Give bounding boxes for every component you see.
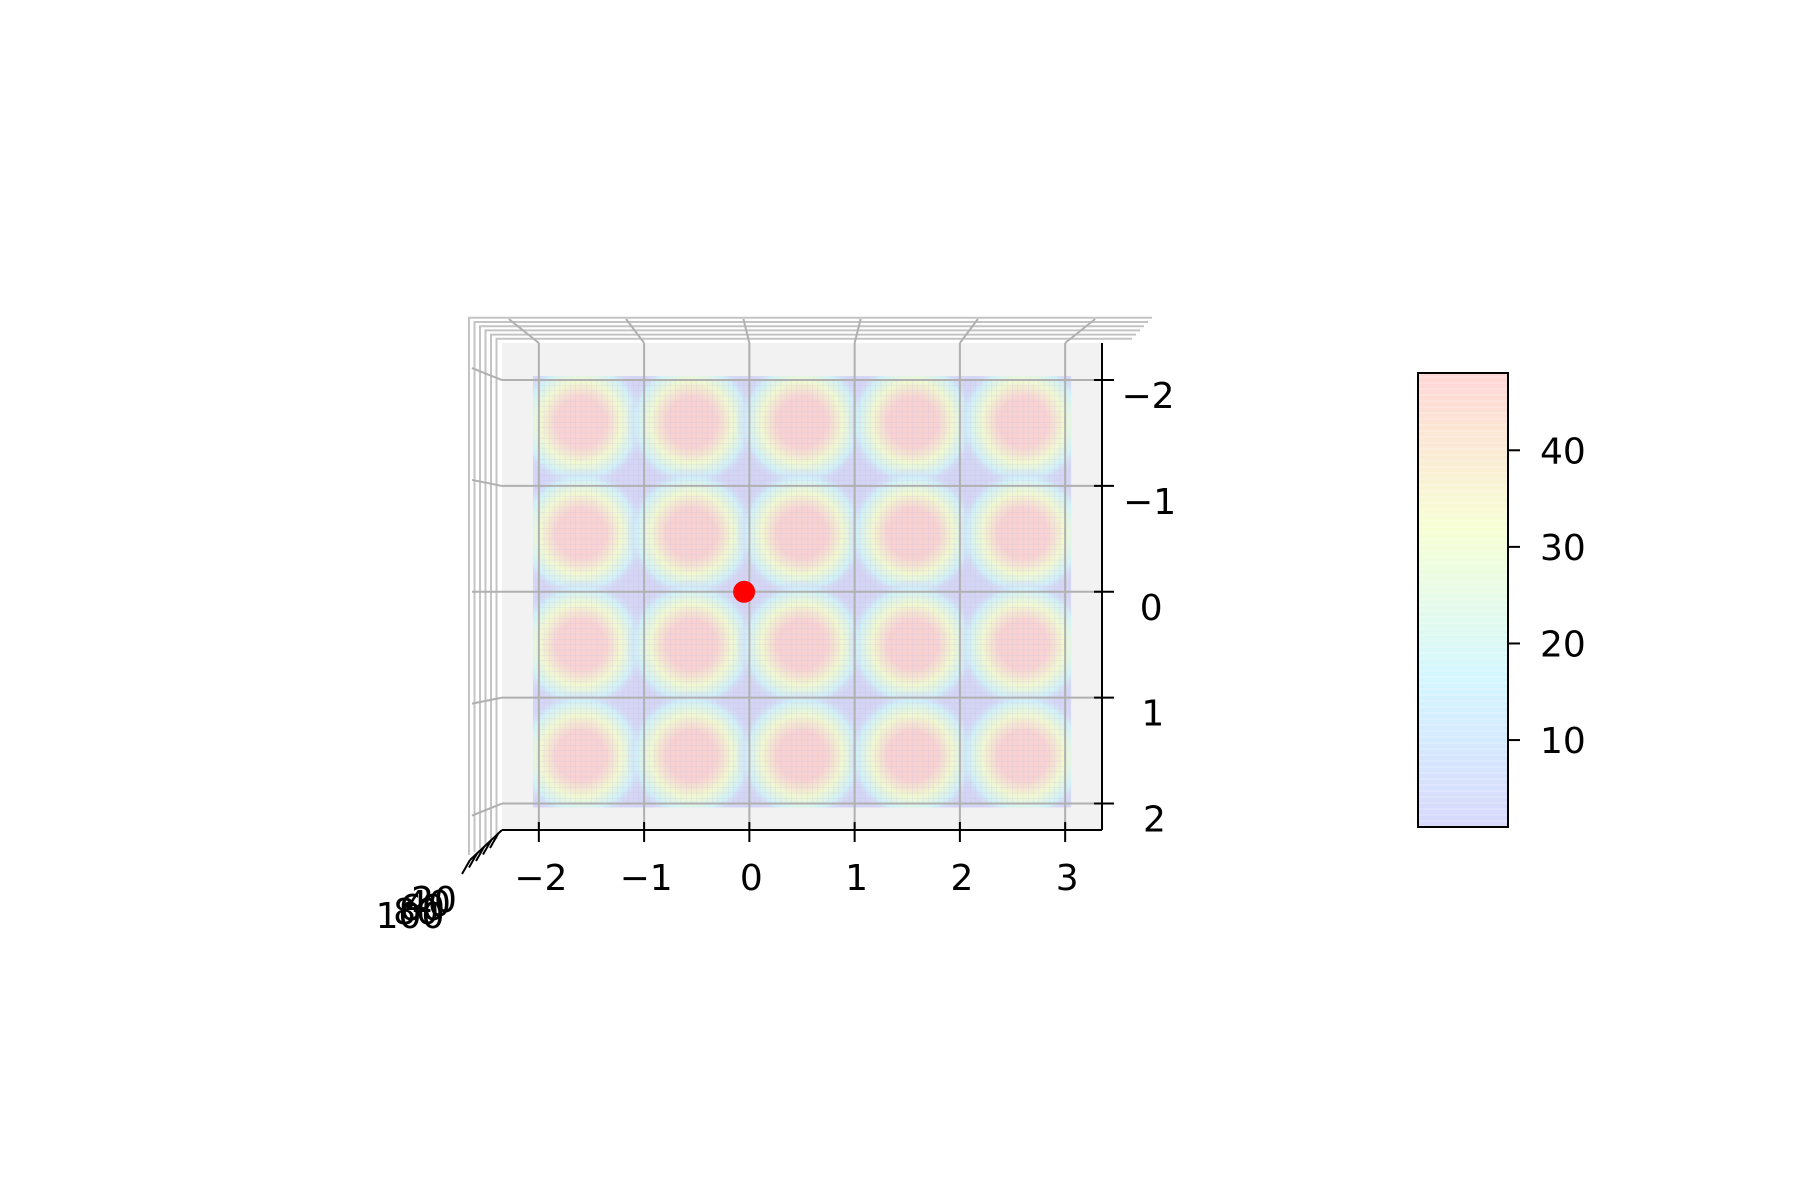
y-axis: −2 −1 0 1 2 xyxy=(1094,343,1176,841)
surface-peak xyxy=(847,579,978,711)
colorbar-frame xyxy=(1417,372,1509,828)
y-tick-label: 0 xyxy=(1140,588,1163,629)
z-tick-mark xyxy=(468,853,478,868)
colorbar-tick-label: 40 xyxy=(1540,431,1586,472)
surface-peak xyxy=(736,579,868,711)
surface-peak xyxy=(626,579,757,711)
x-tick-label: 1 xyxy=(845,858,868,899)
colorbar: 10 20 30 40 xyxy=(1417,372,1586,828)
surface-peak xyxy=(957,579,1072,711)
z-tick-mark xyxy=(489,833,499,849)
y-tick-label: 2 xyxy=(1143,800,1166,841)
surface-peak xyxy=(736,467,868,600)
z-tick-label: 100 xyxy=(376,896,445,937)
x-axis: −2 −1 0 1 2 3 xyxy=(502,822,1102,899)
x-tick-label: −2 xyxy=(514,858,567,899)
z-tick-label: 20 xyxy=(411,880,457,921)
x-tick-label: −1 xyxy=(620,858,673,899)
y-tick-label: −1 xyxy=(1123,482,1176,523)
surface-peak xyxy=(626,467,757,600)
colorbar-tick-label: 30 xyxy=(1540,528,1586,569)
surface-peak xyxy=(532,467,647,600)
surface-peak xyxy=(847,467,978,600)
surface-peak xyxy=(532,690,647,808)
surface-peak xyxy=(957,467,1072,600)
colorbar-tick-label: 10 xyxy=(1540,721,1586,762)
surface-peak xyxy=(736,690,868,808)
colorbar-gradient xyxy=(1418,373,1508,827)
colorbar-tick-label: 20 xyxy=(1540,624,1586,665)
x-tick-label: 3 xyxy=(1056,858,1079,899)
surface-peak xyxy=(847,690,978,808)
surface-peak xyxy=(736,376,868,489)
surface-peak xyxy=(626,690,757,808)
z-tick-mark xyxy=(461,859,471,875)
colorbar-ticks: 10 20 30 40 xyxy=(1508,431,1586,762)
z-tick-label: 40 xyxy=(405,884,451,925)
surface-peak xyxy=(532,376,647,489)
surface-peak xyxy=(626,376,757,489)
z-tick-label: 80 xyxy=(393,892,439,933)
z-axis-pane-stack xyxy=(468,316,1152,855)
z-tick-label: 60 xyxy=(399,888,445,929)
current-point-marker xyxy=(733,580,756,603)
surface-peak xyxy=(847,376,978,489)
surface-peak xyxy=(532,579,647,711)
surface-peak xyxy=(957,376,1072,489)
colorbar-stripes xyxy=(1418,376,1508,822)
surface-peak xyxy=(957,690,1072,808)
surface-plot xyxy=(532,376,1072,808)
x-tick-label: 0 xyxy=(740,858,763,899)
x-tick-label: 2 xyxy=(950,858,973,899)
z-tick-mark xyxy=(482,840,492,855)
grid-lines xyxy=(471,318,1102,830)
z-tick-mark xyxy=(475,846,485,862)
y-tick-label: −2 xyxy=(1121,376,1174,417)
y-tick-label: 1 xyxy=(1141,694,1164,735)
